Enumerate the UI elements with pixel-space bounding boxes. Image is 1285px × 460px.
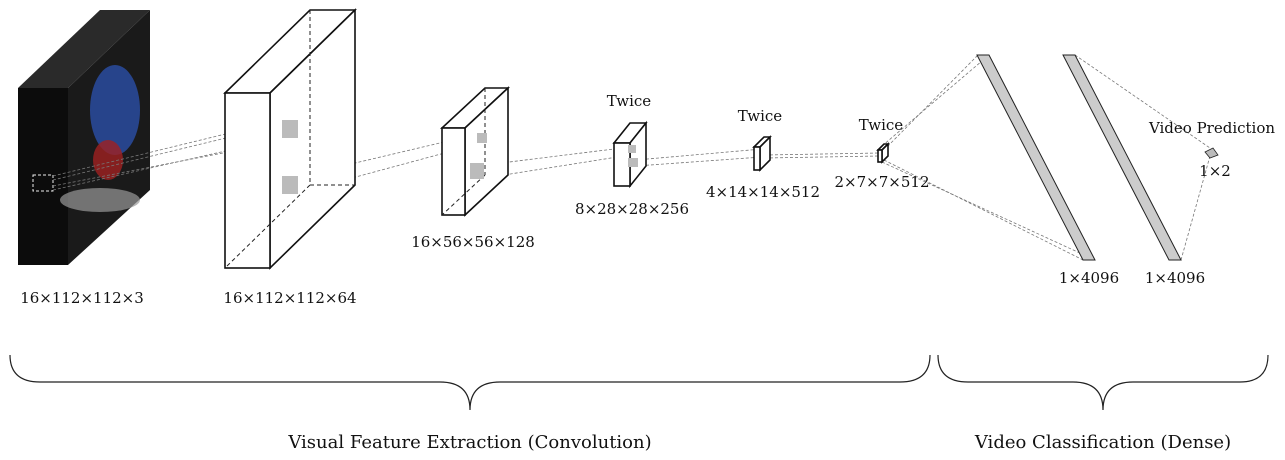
layer-label: 16×56×56×128 bbox=[411, 233, 535, 251]
input-volume bbox=[18, 10, 150, 265]
section-label: Visual Feature Extraction (Convolution) bbox=[287, 432, 651, 453]
output-label: 1×2 bbox=[1199, 162, 1231, 180]
conv-volume bbox=[878, 144, 888, 162]
layer-label: 2×7×7×512 bbox=[835, 173, 930, 191]
brace bbox=[10, 355, 930, 410]
repeat-label: Twice bbox=[738, 107, 783, 125]
brace bbox=[938, 355, 1268, 410]
output-title: Video Prediction bbox=[1148, 119, 1275, 137]
dense-label: 1×4096 bbox=[1145, 269, 1205, 287]
dense-label: 1×4096 bbox=[1059, 269, 1119, 287]
repeat-label: Twice bbox=[607, 92, 652, 110]
conv-volume bbox=[614, 123, 646, 186]
diagram: 16×112×112×3 16×112×112×64 16×56×56×128 … bbox=[0, 0, 1285, 460]
output-node bbox=[1205, 148, 1218, 158]
layer-label: 8×28×28×256 bbox=[575, 200, 689, 218]
layer-label: 16×112×112×64 bbox=[223, 289, 356, 307]
dense-layer bbox=[1063, 55, 1181, 260]
section-label: Video Classification (Dense) bbox=[974, 432, 1231, 453]
dense-layer bbox=[977, 55, 1095, 260]
layer-label: 4×14×14×512 bbox=[706, 183, 820, 201]
conv-volume bbox=[225, 10, 355, 268]
repeat-label: Twice bbox=[859, 116, 904, 134]
layer-label: 16×112×112×3 bbox=[20, 289, 144, 307]
conv-volume bbox=[442, 88, 508, 215]
conv-volume bbox=[754, 137, 770, 170]
